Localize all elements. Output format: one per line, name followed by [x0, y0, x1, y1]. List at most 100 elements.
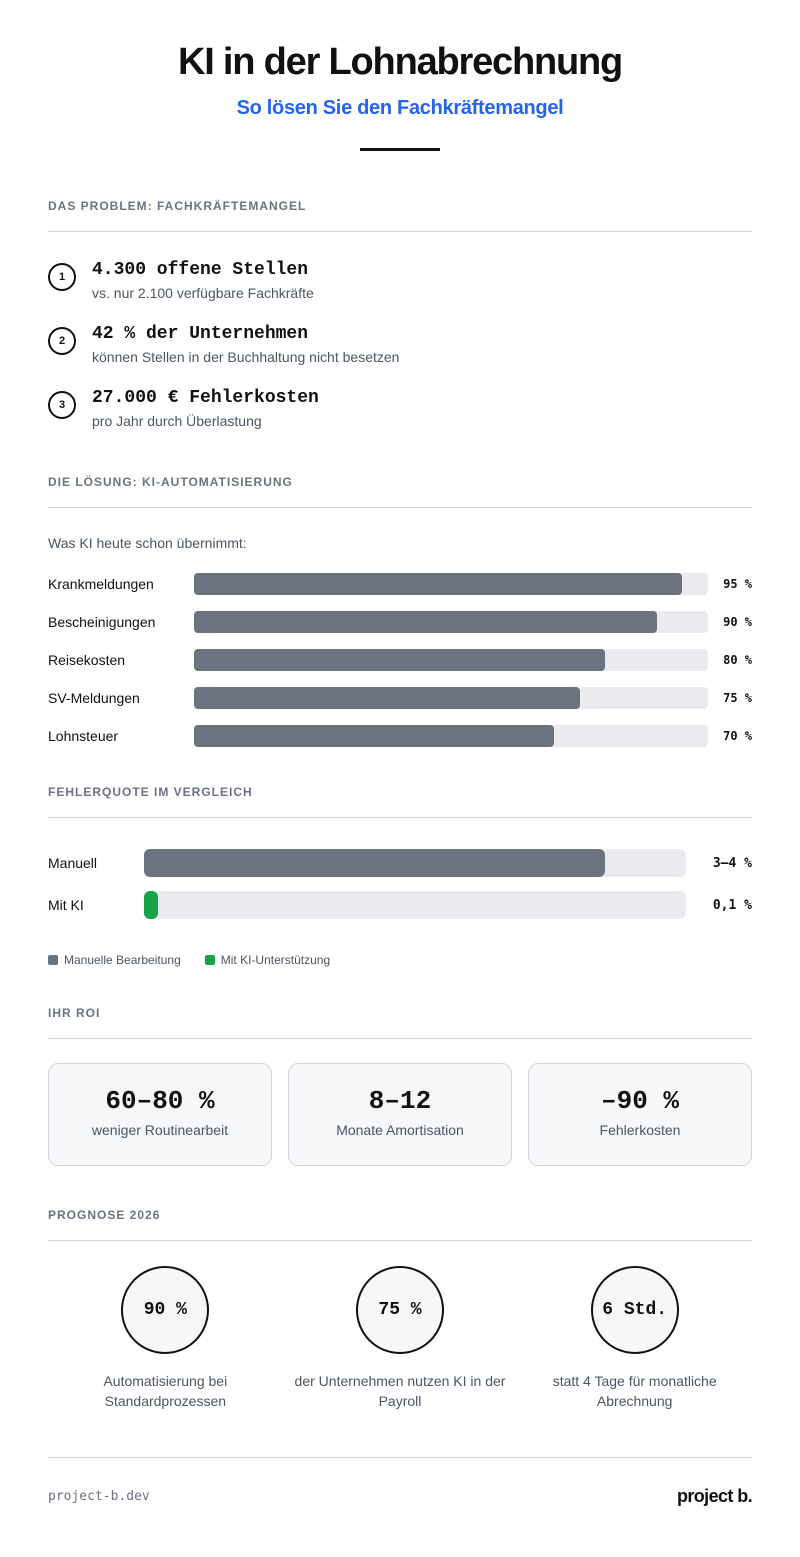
section-divider	[48, 1240, 752, 1241]
section-divider	[48, 507, 752, 508]
error-row-ai: Mit KI 0,1 %	[48, 884, 752, 926]
bar-label: Lohnsteuer	[48, 728, 119, 744]
bar-value: 90 %	[723, 615, 752, 629]
chart-legend: Manuelle Bearbeitung Mit KI-Unterstützun…	[48, 953, 752, 967]
section-divider	[48, 231, 752, 232]
legend-label: Manuelle Bearbeitung	[64, 953, 181, 967]
prognosis-item: 6 Std. statt 4 Tage für monatliche Abrec…	[517, 1266, 752, 1411]
legend-swatch-icon	[204, 955, 215, 965]
roi-value: 8–12	[368, 1086, 432, 1116]
footer-url-link[interactable]: project-b.dev	[48, 1489, 150, 1504]
number-badge-icon: 2	[48, 327, 76, 355]
solution-intro: Was KI heute schon übernimmt:	[48, 535, 247, 551]
legend-swatch-icon	[48, 955, 58, 965]
bar-value: 75 %	[723, 691, 752, 705]
error-label: Mit KI	[48, 897, 84, 913]
bar-label: Bescheinigungen	[48, 614, 156, 630]
section-title-roi: IHR ROI	[48, 1006, 101, 1020]
section-title-solution: DIE LÖSUNG: KI-AUTOMATISIERUNG	[48, 475, 293, 489]
stat-caption: statt 4 Tage für monatliche Abrechnung	[552, 1373, 717, 1409]
bar-label: Krankmeldungen	[48, 576, 154, 592]
prognosis-section: PROGNOSE 2026 90 % Automatisierung bei S…	[48, 1208, 752, 1411]
roi-label: weniger Routinearbeit	[91, 1122, 229, 1138]
stat-circle: 6 Std.	[590, 1266, 679, 1354]
bar-label: Reisekosten	[48, 652, 126, 668]
hero-header: KI in der Lohnabrechnung So lösen Sie de…	[48, 0, 752, 151]
section-divider	[48, 817, 752, 818]
stat-circle: 90 %	[121, 1266, 210, 1354]
section-divider	[48, 1038, 752, 1039]
brand-logo: project b.	[676, 1486, 753, 1506]
bar-track	[194, 649, 708, 671]
problem-section: DAS PROBLEM: FACHKRÄFTEMANGEL 1 4.300 of…	[48, 199, 752, 452]
problem-list: 1 4.300 offene Stellen vs. nur 2.100 ver…	[48, 260, 752, 452]
solution-section: DIE LÖSUNG: KI-AUTOMATISIERUNG Was KI he…	[48, 475, 752, 755]
bar-value: 95 %	[723, 577, 752, 591]
bar-fill	[144, 849, 605, 877]
bar-row: Lohnsteuer 70 %	[48, 717, 752, 755]
problem-description: pro Jahr durch Überlastung	[92, 413, 262, 429]
bar-track	[194, 573, 708, 595]
section-title-error-rate: FEHLERQUOTE IM VERGLEICH	[48, 785, 253, 799]
stat-caption: der Unternehmen nutzen KI in der Payroll	[294, 1373, 506, 1409]
roi-section: IHR ROI 60–80 % weniger Routinearbeit 8–…	[48, 1006, 752, 1166]
legend-item-ai: Mit KI-Unterstützung	[204, 953, 331, 967]
bar-label: SV-Meldungen	[48, 690, 140, 706]
bar-fill	[194, 725, 554, 747]
error-rate-chart: Manuell 3–4 % Mit KI 0,1 %	[48, 842, 752, 926]
error-value: 0,1 %	[712, 897, 752, 913]
bar-track	[194, 725, 708, 747]
bar-fill	[144, 891, 158, 919]
bar-track	[144, 891, 686, 919]
error-value: 3–4 %	[712, 855, 752, 871]
problem-description: vs. nur 2.100 verfügbare Fachkräfte	[92, 285, 314, 301]
problem-headline: 4.300 offene Stellen	[92, 260, 309, 280]
bar-fill	[194, 687, 580, 709]
stat-caption: Automatisierung bei Standardprozessen	[103, 1373, 228, 1409]
bar-row: Reisekosten 80 %	[48, 641, 752, 679]
prognosis-stats: 90 % Automatisierung bei Standardprozess…	[48, 1266, 752, 1411]
legend-label: Mit KI-Unterstützung	[220, 953, 331, 967]
error-rate-section: FEHLERQUOTE IM VERGLEICH Manuell 3–4 % M…	[48, 785, 752, 967]
problem-description: können Stellen in der Buchhaltung nicht …	[92, 349, 400, 365]
number-badge-icon: 3	[48, 391, 76, 419]
problem-headline: 42 % der Unternehmen	[92, 324, 309, 344]
bar-fill	[194, 573, 683, 595]
problem-item: 2 42 % der Unternehmen können Stellen in…	[48, 324, 752, 388]
roi-value: –90 %	[600, 1086, 679, 1116]
bar-track	[144, 849, 686, 877]
number-badge-icon: 1	[48, 263, 76, 291]
bar-value: 80 %	[723, 653, 752, 667]
automation-bar-chart: Krankmeldungen 95 % Bescheinigungen 90 %…	[48, 565, 752, 755]
roi-card: 8–12 Monate Amortisation	[288, 1063, 512, 1166]
bar-value: 70 %	[723, 729, 752, 743]
page-footer: project-b.dev project b.	[48, 1457, 753, 1507]
section-title-prognosis: PROGNOSE 2026	[48, 1208, 161, 1222]
prognosis-item: 90 % Automatisierung bei Standardprozess…	[48, 1266, 283, 1411]
bar-row: Bescheinigungen 90 %	[48, 603, 752, 641]
roi-label: Fehlerkosten	[599, 1122, 681, 1138]
roi-cards: 60–80 % weniger Routinearbeit 8–12 Monat…	[48, 1063, 752, 1166]
bar-fill	[194, 649, 606, 671]
roi-value: 60–80 %	[105, 1086, 215, 1116]
section-title-problem: DAS PROBLEM: FACHKRÄFTEMANGEL	[48, 199, 307, 213]
bar-track	[194, 611, 708, 633]
roi-card: 60–80 % weniger Routinearbeit	[48, 1063, 272, 1166]
title-divider	[360, 148, 440, 151]
prognosis-item: 75 % der Unternehmen nutzen KI in der Pa…	[283, 1266, 518, 1411]
problem-item: 3 27.000 € Fehlerkosten pro Jahr durch Ü…	[48, 388, 752, 452]
bar-track	[194, 687, 708, 709]
roi-card: –90 % Fehlerkosten	[528, 1063, 752, 1166]
bar-row: Krankmeldungen 95 %	[48, 565, 752, 603]
stat-circle: 75 %	[356, 1266, 444, 1354]
legend-item-manual: Manuelle Bearbeitung	[48, 953, 181, 967]
roi-label: Monate Amortisation	[336, 1122, 464, 1138]
page-subtitle: So lösen Sie den Fachkräftemangel	[236, 97, 564, 119]
bar-fill	[194, 611, 657, 633]
page-title: KI in der Lohnabrechnung	[177, 41, 623, 83]
problem-item: 1 4.300 offene Stellen vs. nur 2.100 ver…	[48, 260, 752, 324]
bar-row: SV-Meldungen 75 %	[48, 679, 752, 717]
problem-headline: 27.000 € Fehlerkosten	[92, 388, 319, 408]
error-label: Manuell	[48, 855, 98, 871]
